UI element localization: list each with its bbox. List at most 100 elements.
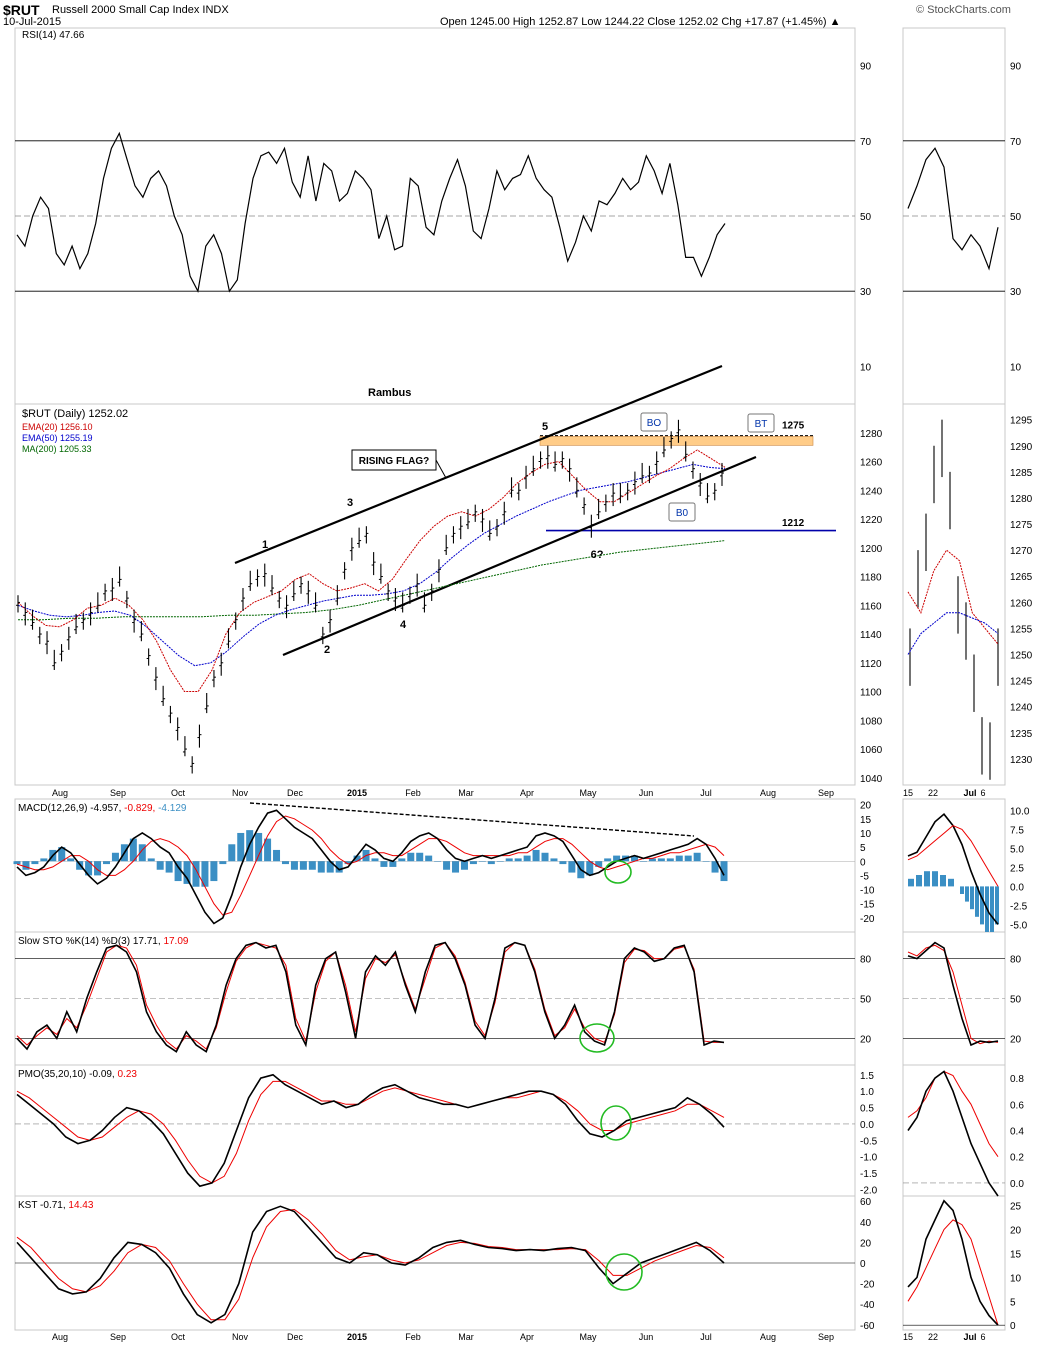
ema20-line bbox=[17, 449, 726, 692]
bottom-month-label: May bbox=[579, 1332, 597, 1342]
kst-weekly-tick-label: 20 bbox=[1010, 1226, 1022, 1237]
rsi-tick-label: 90 bbox=[860, 62, 872, 73]
macd-histogram-bar bbox=[380, 861, 388, 867]
macd-histogram-bar bbox=[165, 861, 173, 873]
price-tick-label: 1120 bbox=[860, 659, 882, 670]
macd-histogram-bar bbox=[335, 861, 343, 873]
macd-histogram-bar bbox=[514, 858, 522, 862]
kst-weekly-tick-label: 0 bbox=[1010, 1321, 1016, 1332]
bottom-weekly-date-label: 22 bbox=[928, 1332, 938, 1342]
author-label: Rambus bbox=[368, 387, 411, 399]
sto-k-line bbox=[16, 941, 725, 1053]
level-1275-label: 1275 bbox=[782, 420, 805, 431]
month-label: Oct bbox=[171, 788, 186, 798]
macd-histogram-bar bbox=[434, 861, 442, 862]
macd-histogram-bar bbox=[317, 861, 325, 873]
macd-histogram-bar bbox=[398, 858, 406, 862]
callout-box bbox=[668, 502, 696, 522]
macd-histogram-bar bbox=[255, 832, 263, 862]
kst-weekly-signal-line bbox=[907, 1219, 999, 1326]
pmo-signal-line bbox=[16, 1080, 725, 1184]
macd-histogram-bar bbox=[568, 861, 576, 873]
chart-header: $RUT Russell 2000 Small Cap Index INDX 1… bbox=[0, 0, 1050, 30]
rsi-weekly-line bbox=[907, 147, 999, 271]
kst-legend-signal: 14.43 bbox=[68, 1200, 93, 1211]
month-label: Sep bbox=[818, 788, 834, 798]
macd-histogram-bar bbox=[496, 861, 504, 862]
price-tick-label: 1160 bbox=[860, 601, 882, 612]
macd-histogram-bar bbox=[353, 855, 361, 862]
macd-weekly-histogram-bar bbox=[916, 875, 922, 887]
price-weekly-tick-label: 1245 bbox=[1010, 677, 1033, 688]
macd-weekly-tick-label: -5.0 bbox=[1010, 920, 1028, 931]
kst-weekly-tick-label: 5 bbox=[1010, 1297, 1016, 1308]
pmo-tick-label: 0.0 bbox=[860, 1120, 874, 1131]
panel-frame-macd bbox=[14, 798, 856, 933]
price-tick-label: 1280 bbox=[860, 429, 883, 440]
macd-histogram-bar bbox=[201, 861, 209, 887]
macd-weekly-tick-label: 7.5 bbox=[1010, 825, 1024, 836]
price-weekly-tick-label: 1265 bbox=[1010, 572, 1033, 583]
kst-highlight-circle bbox=[605, 1253, 643, 1291]
kst-tick-label: 40 bbox=[860, 1218, 872, 1229]
macd-histogram-bar bbox=[183, 861, 191, 884]
rising-flag-label: RISING FLAG? bbox=[359, 456, 430, 467]
pmo-weekly-line bbox=[907, 1070, 999, 1197]
macd-histogram-bar bbox=[711, 861, 719, 873]
ema50-legend: EMA(50) 1255.19 bbox=[22, 433, 93, 443]
macd-histogram-bar bbox=[639, 861, 647, 862]
chart-date: 10-Jul-2015 bbox=[3, 16, 62, 28]
macd-weekly-histogram-bar bbox=[940, 875, 946, 887]
month-label: Mar bbox=[458, 788, 474, 798]
rsi-line bbox=[16, 131, 726, 294]
macd-histogram-bar bbox=[76, 861, 84, 870]
wave-label: 6? bbox=[591, 549, 604, 561]
macd-histogram-bar bbox=[299, 861, 307, 870]
price-tick-label: 1100 bbox=[860, 688, 882, 699]
macd-divergence-line bbox=[249, 802, 695, 837]
price-tick-label: 1200 bbox=[860, 544, 883, 555]
bottom-month-label: Jul bbox=[700, 1332, 712, 1342]
month-label: Dec bbox=[287, 788, 304, 798]
macd-histogram-bar bbox=[138, 844, 146, 862]
price-weekly-tick-label: 1240 bbox=[1010, 703, 1033, 714]
sto-legend-d: 17.09 bbox=[163, 936, 188, 947]
sto-weekly-tick-label: 20 bbox=[1010, 1034, 1022, 1045]
level-1212-label: 1212 bbox=[782, 518, 805, 529]
callout-box bbox=[747, 413, 775, 433]
macd-histogram-bar bbox=[469, 861, 477, 865]
pmo-weekly-tick-label: 0.6 bbox=[1010, 1100, 1024, 1111]
price-tick-label: 1060 bbox=[860, 745, 883, 756]
month-label: Aug bbox=[52, 788, 68, 798]
weekly-ema50-line bbox=[907, 612, 999, 655]
price-tick-label: 1240 bbox=[860, 486, 883, 497]
rsi-weekly-tick-label: 90 bbox=[1010, 62, 1022, 73]
macd-histogram-bar bbox=[273, 849, 281, 862]
macd-histogram-bar bbox=[648, 858, 656, 862]
kst-signal-line bbox=[16, 1208, 725, 1321]
sto-tick-label: 80 bbox=[860, 955, 872, 966]
pmo-tick-label: -0.5 bbox=[860, 1136, 878, 1147]
macd-histogram-bar bbox=[174, 861, 182, 882]
macd-histogram-bar bbox=[264, 838, 272, 862]
macd-weekly-histogram-bar bbox=[948, 878, 954, 887]
sto-legend: Slow STO %K(14) %D(3) 17.71, 17.09 bbox=[18, 936, 189, 947]
pmo-weekly-signal-line bbox=[907, 1070, 999, 1157]
pmo-line bbox=[16, 1073, 725, 1188]
macd-weekly-histogram-bar bbox=[960, 886, 964, 894]
macd-histogram-bar bbox=[290, 861, 298, 870]
macd-histogram-bar bbox=[407, 852, 415, 862]
price-tick-label: 1260 bbox=[860, 458, 883, 469]
macd-histogram-bar bbox=[371, 858, 379, 862]
macd-histogram-bar bbox=[40, 858, 48, 862]
bottom-weekly-date-label: 6 bbox=[980, 1332, 985, 1342]
price-weekly-tick-label: 1290 bbox=[1010, 442, 1033, 453]
macd-histogram-bar bbox=[684, 855, 692, 862]
macd-histogram-bar bbox=[22, 861, 30, 870]
macd-histogram-bar bbox=[237, 832, 245, 862]
pmo-tick-label: -1.5 bbox=[860, 1169, 878, 1180]
macd-histogram-bar bbox=[532, 849, 540, 862]
pmo-weekly-tick-label: 0.4 bbox=[1010, 1127, 1024, 1138]
macd-histogram-bar bbox=[94, 861, 102, 876]
